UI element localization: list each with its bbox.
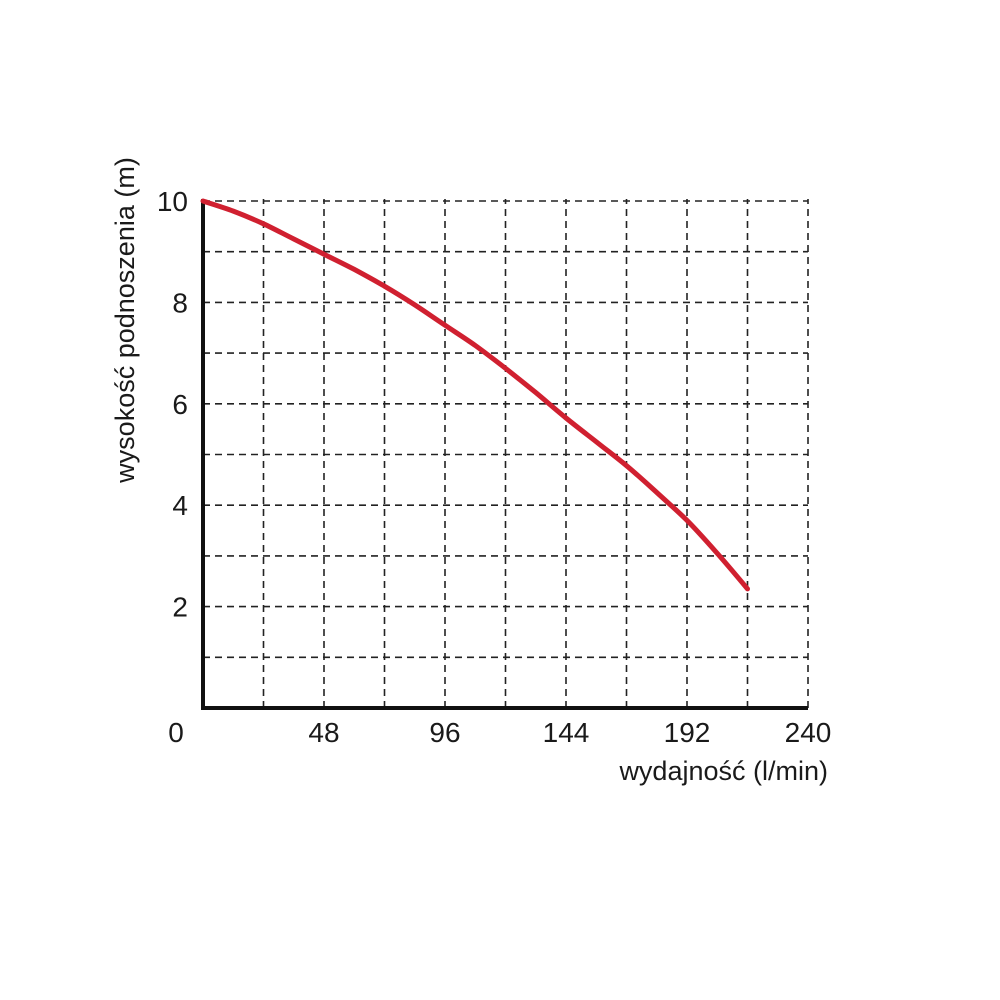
y-tick-label: 8 — [172, 287, 188, 318]
y-tick-label: 2 — [172, 592, 188, 623]
x-tick-label: 240 — [785, 717, 832, 748]
y-axis-label: wysokość podnoszenia (m) — [110, 157, 140, 484]
x-tick-label: 0 — [168, 717, 184, 748]
y-tick-label: 4 — [172, 490, 188, 521]
y-tick-label: 10 — [157, 186, 188, 217]
tick-labels: 0 48 96 144 192 240 2 4 6 8 10 — [157, 186, 832, 748]
series-layer — [200, 198, 750, 592]
grid-lines — [203, 199, 809, 708]
x-tick-label: 192 — [664, 717, 711, 748]
x-tick-label: 144 — [543, 717, 590, 748]
x-tick-label: 96 — [429, 717, 460, 748]
x-tick-label: 48 — [308, 717, 339, 748]
y-tick-label: 6 — [172, 389, 188, 420]
pump-curve-line — [200, 198, 750, 592]
x-axis-label: wydajność (l/min) — [618, 756, 828, 786]
axes — [201, 199, 808, 710]
